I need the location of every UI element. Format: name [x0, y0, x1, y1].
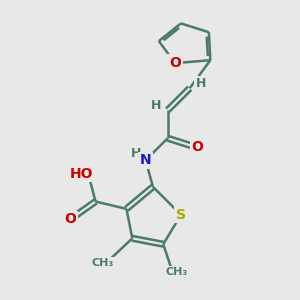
- Text: CH₃: CH₃: [92, 258, 114, 268]
- Text: H: H: [151, 99, 162, 112]
- Text: N: N: [140, 153, 152, 167]
- Text: H: H: [131, 147, 141, 160]
- Text: CH₃: CH₃: [165, 267, 188, 277]
- Text: O: O: [64, 212, 76, 226]
- Text: O: O: [169, 56, 181, 70]
- Text: O: O: [191, 140, 203, 154]
- Text: HO: HO: [70, 167, 93, 181]
- Text: H: H: [196, 77, 206, 90]
- Text: S: S: [176, 208, 186, 222]
